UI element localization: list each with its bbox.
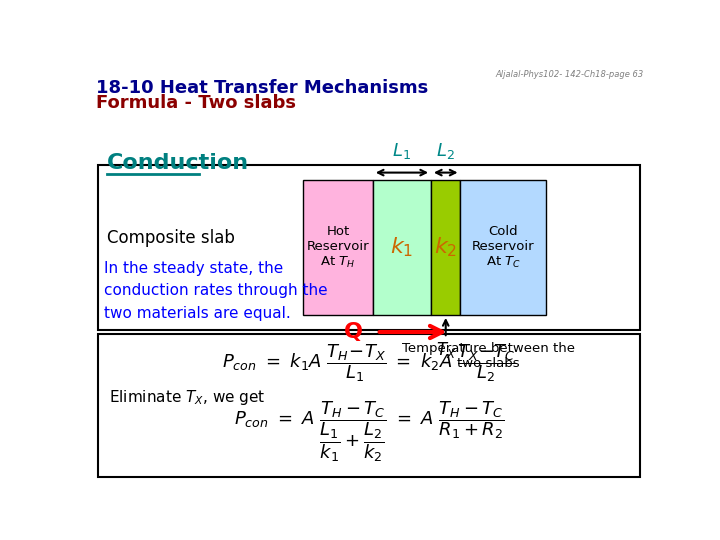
Text: Aljalal-Phys102- 142-Ch18-page 63: Aljalal-Phys102- 142-Ch18-page 63 xyxy=(496,70,644,79)
Text: $k_2$: $k_2$ xyxy=(434,236,457,260)
Text: 18-10 Heat Transfer Mechanisms: 18-10 Heat Transfer Mechanisms xyxy=(96,79,428,97)
Text: $P_{con}\ =\ A\ \dfrac{T_H - T_C}{\dfrac{L_1}{k_1}+\dfrac{L_2}{k_2}}\ =\ A\ \dfr: $P_{con}\ =\ A\ \dfrac{T_H - T_C}{\dfrac… xyxy=(233,400,505,464)
Text: Q: Q xyxy=(344,322,363,342)
Text: $T_X$: $T_X$ xyxy=(436,340,456,361)
Bar xyxy=(461,180,546,315)
Bar xyxy=(98,165,640,330)
Bar xyxy=(303,180,373,315)
Text: $L_1$: $L_1$ xyxy=(392,141,411,161)
Text: $P_{con}\ =\ k_1 A\ \dfrac{T_H\!-\!T_X}{L_1}\ =\ k_2 A\ \dfrac{T_X\!-\!T_C}{L_2}: $P_{con}\ =\ k_1 A\ \dfrac{T_H\!-\!T_X}{… xyxy=(222,342,516,383)
Text: Conduction: Conduction xyxy=(107,153,249,173)
Text: Composite slab: Composite slab xyxy=(107,229,235,247)
Text: Temperature between the
two slabs: Temperature between the two slabs xyxy=(402,342,575,370)
Bar xyxy=(98,334,640,477)
Bar xyxy=(373,180,431,315)
Text: Cold
Reservoir
At $T_C$: Cold Reservoir At $T_C$ xyxy=(472,225,534,271)
Text: Hot
Reservoir
At $T_H$: Hot Reservoir At $T_H$ xyxy=(307,225,369,271)
Text: Eliminate $T_X$, we get: Eliminate $T_X$, we get xyxy=(109,388,266,407)
Text: In the steady state, the
conduction rates through the
two materials are equal.: In the steady state, the conduction rate… xyxy=(104,261,328,321)
Text: $L_2$: $L_2$ xyxy=(436,141,455,161)
Text: Formula - Two slabs: Formula - Two slabs xyxy=(96,94,296,112)
Bar xyxy=(431,180,461,315)
Text: $k_1$: $k_1$ xyxy=(390,236,413,260)
